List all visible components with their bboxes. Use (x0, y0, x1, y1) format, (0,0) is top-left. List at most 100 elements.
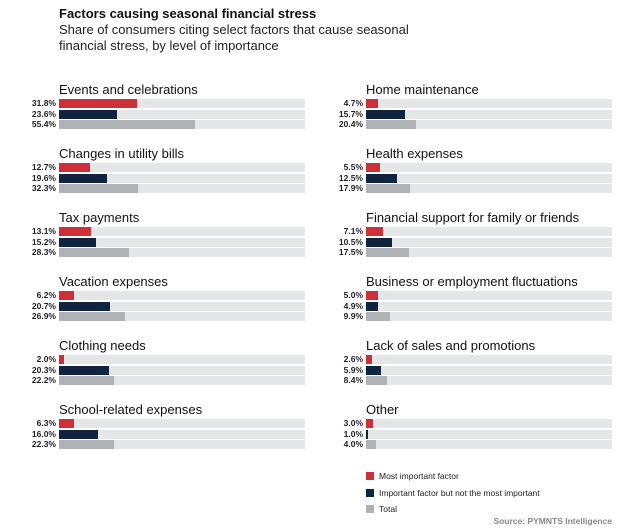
bar-track (59, 440, 305, 449)
bar-track (366, 99, 612, 108)
data-label: 8.4% (343, 375, 363, 385)
bar (59, 291, 75, 300)
category-label: Business or employment fluctuations (366, 274, 578, 289)
bar (366, 419, 374, 428)
bar-track (59, 120, 305, 129)
data-label: 15.7% (338, 108, 363, 119)
data-label: 20.3% (31, 364, 56, 375)
legend-swatch (366, 488, 374, 497)
bar-track (59, 173, 305, 183)
legend-label: Most important factor (379, 471, 459, 481)
data-label: 32.3% (31, 183, 56, 193)
data-label: 2.0% (36, 354, 56, 364)
bar (59, 429, 99, 439)
legend-swatch (366, 472, 374, 480)
data-label: 26.9% (31, 311, 56, 321)
bar (366, 429, 369, 439)
bar (366, 109, 405, 119)
bar (59, 163, 91, 172)
bar (59, 312, 126, 321)
bar-track (366, 312, 612, 321)
bar-track (59, 376, 305, 385)
category-label: Vacation expenses (59, 274, 168, 289)
bar-track (366, 440, 612, 449)
data-label: 19.6% (31, 172, 56, 183)
data-label: 4.9% (343, 300, 363, 311)
bar (366, 248, 410, 257)
data-label: 28.3% (31, 247, 56, 257)
data-label: 4.0% (343, 439, 363, 449)
bar-track (366, 301, 612, 311)
bar (59, 99, 138, 108)
chart-subtitle: Share of consumers citing select factors… (59, 22, 409, 53)
bar-track (59, 355, 305, 364)
data-label: 12.5% (338, 172, 363, 183)
data-label: 22.3% (31, 439, 56, 449)
data-label: 10.5% (338, 236, 363, 247)
legend-label: Total (379, 504, 397, 514)
bar-track (366, 120, 612, 129)
data-label: 20.4% (338, 119, 363, 129)
data-label: 6.3% (36, 418, 56, 428)
data-label: 4.7% (343, 98, 363, 108)
category-label: Home maintenance (366, 82, 479, 97)
data-label: 16.0% (31, 428, 56, 439)
bar (59, 184, 139, 193)
bar-track (366, 365, 612, 375)
bar (59, 365, 109, 375)
legend-item: Most important factor (366, 471, 459, 481)
bar-track (366, 248, 612, 257)
category-label: Clothing needs (59, 338, 146, 353)
data-label: 13.1% (31, 226, 56, 236)
bar-track (366, 237, 612, 247)
bar (366, 227, 384, 236)
data-label: 6.2% (36, 290, 56, 300)
chart-title: Factors causing seasonal financial stres… (59, 6, 317, 21)
bar (366, 365, 381, 375)
bar (366, 376, 387, 385)
data-label: 7.1% (343, 226, 363, 236)
bar-track (59, 99, 305, 108)
category-label: Tax payments (59, 210, 140, 225)
category-label: Lack of sales and promotions (366, 338, 536, 353)
bar (366, 440, 376, 449)
legend-swatch (366, 505, 374, 513)
bar (366, 355, 373, 364)
data-label: 55.4% (31, 119, 56, 129)
bar (366, 120, 417, 129)
bar (59, 440, 114, 449)
bar-track (59, 248, 305, 257)
bar (59, 419, 75, 428)
bar-track (59, 163, 305, 172)
legend-item: Total (366, 504, 397, 514)
bar (366, 163, 380, 172)
bar-track (59, 184, 305, 193)
data-label: 23.6% (31, 108, 56, 119)
bar-track (366, 355, 612, 364)
bar (59, 301, 110, 311)
data-label: 17.9% (338, 183, 363, 193)
bar-track (366, 429, 612, 439)
bar (366, 237, 392, 247)
data-label: 9.9% (343, 311, 363, 321)
bar (366, 291, 379, 300)
category-label: School-related expenses (59, 402, 203, 417)
data-label: 15.2% (31, 236, 56, 247)
bar (59, 376, 114, 385)
legend-item: Important factor but not the most import… (366, 488, 540, 498)
bar (59, 227, 92, 236)
data-label: 5.9% (343, 364, 363, 375)
bar-track (59, 227, 305, 236)
bar-track (59, 419, 305, 428)
category-label: Events and celebrations (59, 82, 198, 97)
bar-track (366, 109, 612, 119)
bar-track (366, 163, 612, 172)
data-label: 17.5% (338, 247, 363, 257)
bar (59, 109, 118, 119)
bar (59, 237, 97, 247)
bar-track (59, 301, 305, 311)
bar (366, 173, 397, 183)
source-note: Source: PYMNTS Intelligence (493, 516, 612, 526)
bar (366, 99, 378, 108)
